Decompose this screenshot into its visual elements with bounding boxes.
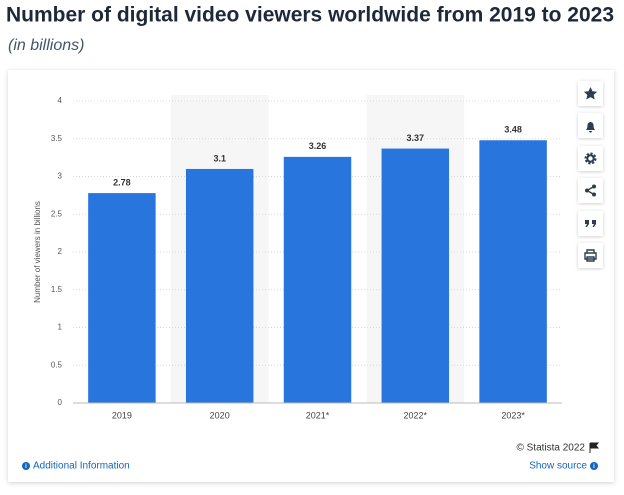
y-tick-label: 3 xyxy=(58,172,63,181)
show-source-link[interactable]: Show source i xyxy=(529,461,598,472)
notification-button[interactable] xyxy=(578,113,603,138)
y-tick-label: 3.5 xyxy=(51,134,63,143)
x-tick-label: 2021* xyxy=(306,410,330,420)
x-tick-label: 2023* xyxy=(501,410,525,420)
bar xyxy=(283,156,352,403)
data-label: 2.78 xyxy=(113,177,131,187)
bar xyxy=(88,193,156,403)
x-tick-label: 2019 xyxy=(112,410,132,420)
y-tick-label: 0.5 xyxy=(51,360,63,369)
copyright: © Statista 2022 xyxy=(516,443,585,454)
y-tick-label: 4 xyxy=(58,96,63,105)
y-tick-label: 0 xyxy=(58,398,63,407)
y-tick-label: 2 xyxy=(58,247,63,256)
settings-button[interactable] xyxy=(578,146,603,171)
share-button[interactable] xyxy=(578,178,603,203)
bar xyxy=(185,168,254,403)
data-label: 3.48 xyxy=(504,125,522,135)
data-label: 3.26 xyxy=(309,141,327,151)
chart-title: Number of digital video viewers worldwid… xyxy=(6,4,614,27)
y-axis-label: Number of viewers in billions xyxy=(33,201,42,303)
additional-information-link[interactable]: i Additional Information xyxy=(22,461,130,472)
y-tick-label: 2.5 xyxy=(51,209,63,218)
y-tick-label: 1 xyxy=(58,323,63,332)
toolbar xyxy=(578,81,603,268)
cite-button[interactable] xyxy=(578,211,603,236)
chart-subtitle: (in billions) xyxy=(8,37,84,54)
bar xyxy=(479,140,547,403)
svg-text:i: i xyxy=(25,464,27,470)
bar xyxy=(381,148,450,403)
svg-text:i: i xyxy=(593,464,595,470)
additional-information-text[interactable]: Additional Information xyxy=(33,461,130,472)
plot-area: 0 0.5 1 1.5 2 2.5 3 3.5 4 2019 2.78 2020 3.1 2021* 3.2… xyxy=(51,95,562,420)
x-tick-label: 2020 xyxy=(210,410,230,420)
print-button[interactable] xyxy=(578,243,603,268)
favorite-button[interactable] xyxy=(578,81,603,106)
show-source-text[interactable]: Show source xyxy=(529,461,587,472)
x-tick-label: 2022* xyxy=(404,410,428,420)
data-label: 3.37 xyxy=(407,133,425,143)
data-label: 3.1 xyxy=(213,153,226,163)
flag-icon xyxy=(589,442,600,453)
y-tick-label: 1.5 xyxy=(51,285,63,294)
